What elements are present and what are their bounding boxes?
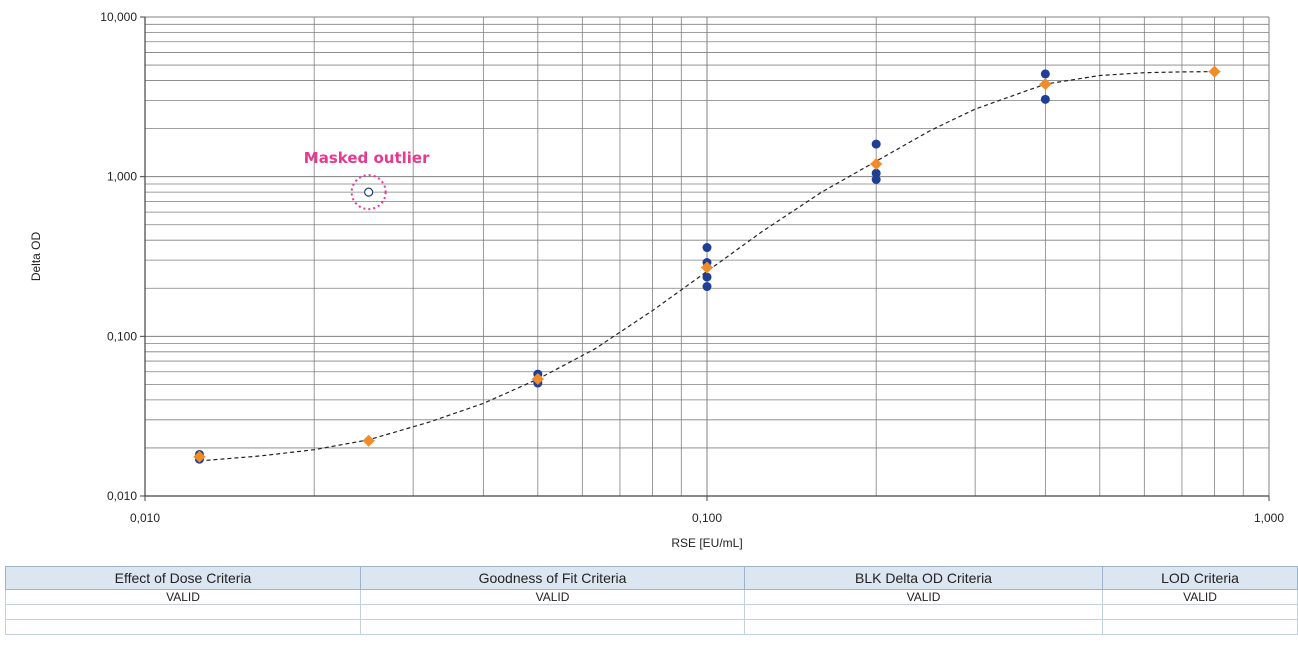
- criteria-header-goodness-of-fit: Goodness of Fit Criteria: [360, 566, 745, 590]
- y-tick-label: 0,010: [107, 489, 137, 503]
- criteria-header-lod: LOD Criteria: [1102, 566, 1298, 590]
- replicate-point: [871, 168, 881, 178]
- table-cell: VALID: [744, 589, 1103, 605]
- grid: [145, 16, 1270, 496]
- criteria-header-blk-delta-od: BLK Delta OD Criteria: [744, 566, 1103, 590]
- mean-point: [1039, 78, 1052, 91]
- criteria-header-row: Effect of Dose Criteria Goodness of Fit …: [5, 566, 1298, 590]
- x-tick-label: 0,100: [692, 511, 722, 525]
- mean-point: [531, 373, 544, 386]
- x-axis-label: RSE [EU/mL]: [671, 536, 742, 550]
- mean-point: [870, 158, 883, 171]
- replicate-point: [702, 272, 712, 282]
- replicate-point: [871, 139, 881, 149]
- masked-point: [364, 187, 374, 197]
- table-cell: [360, 604, 745, 620]
- y-tick-label: 1,000: [107, 170, 137, 184]
- outlier-highlight-ring: [350, 174, 387, 211]
- replicate-point: [1040, 69, 1050, 79]
- y-tick-label: 0,100: [107, 329, 137, 343]
- table-row: [5, 619, 1298, 635]
- table-cell: [5, 604, 361, 620]
- y-axis-label: Delta OD: [29, 231, 43, 281]
- table-row: VALID VALID VALID VALID: [5, 589, 1298, 605]
- replicate-point: [871, 174, 881, 184]
- mean-point: [701, 261, 713, 274]
- mean-point: [362, 434, 375, 447]
- table-cell: [1102, 619, 1298, 635]
- table-cell: [1102, 604, 1298, 620]
- replicate-point: [702, 243, 712, 253]
- axes: 0,010 0,100 1,000 0,010 0,100 1,000 10,000: [100, 10, 1284, 525]
- table-cell: [360, 619, 745, 635]
- annotations: Masked outlier: [304, 149, 430, 211]
- delta-od-chart: 0,010 0,100 1,000 0,010 0,100 1,000 10,000 Mas…: [29, 10, 1284, 550]
- mean-point: [1208, 65, 1221, 78]
- criteria-table: Effect of Dose Criteria Goodness of Fit …: [5, 566, 1298, 635]
- mean-point: [193, 450, 206, 463]
- criteria-header-effect-of-dose: Effect of Dose Criteria: [5, 566, 361, 590]
- data-points: [193, 65, 1221, 464]
- table-cell: VALID: [1102, 589, 1298, 605]
- table-cell: VALID: [360, 589, 745, 605]
- replicate-point: [702, 282, 712, 292]
- table-row: [5, 604, 1298, 620]
- x-tick-label: 1,000: [1254, 511, 1284, 525]
- table-cell: [744, 619, 1103, 635]
- x-tick-label: 0,010: [130, 511, 160, 525]
- table-cell: VALID: [5, 589, 361, 605]
- masked-outlier-label: Masked outlier: [304, 149, 430, 167]
- y-tick-label: 10,000: [100, 10, 137, 24]
- table-cell: [744, 604, 1103, 620]
- replicate-point: [1040, 94, 1050, 104]
- table-cell: [5, 619, 361, 635]
